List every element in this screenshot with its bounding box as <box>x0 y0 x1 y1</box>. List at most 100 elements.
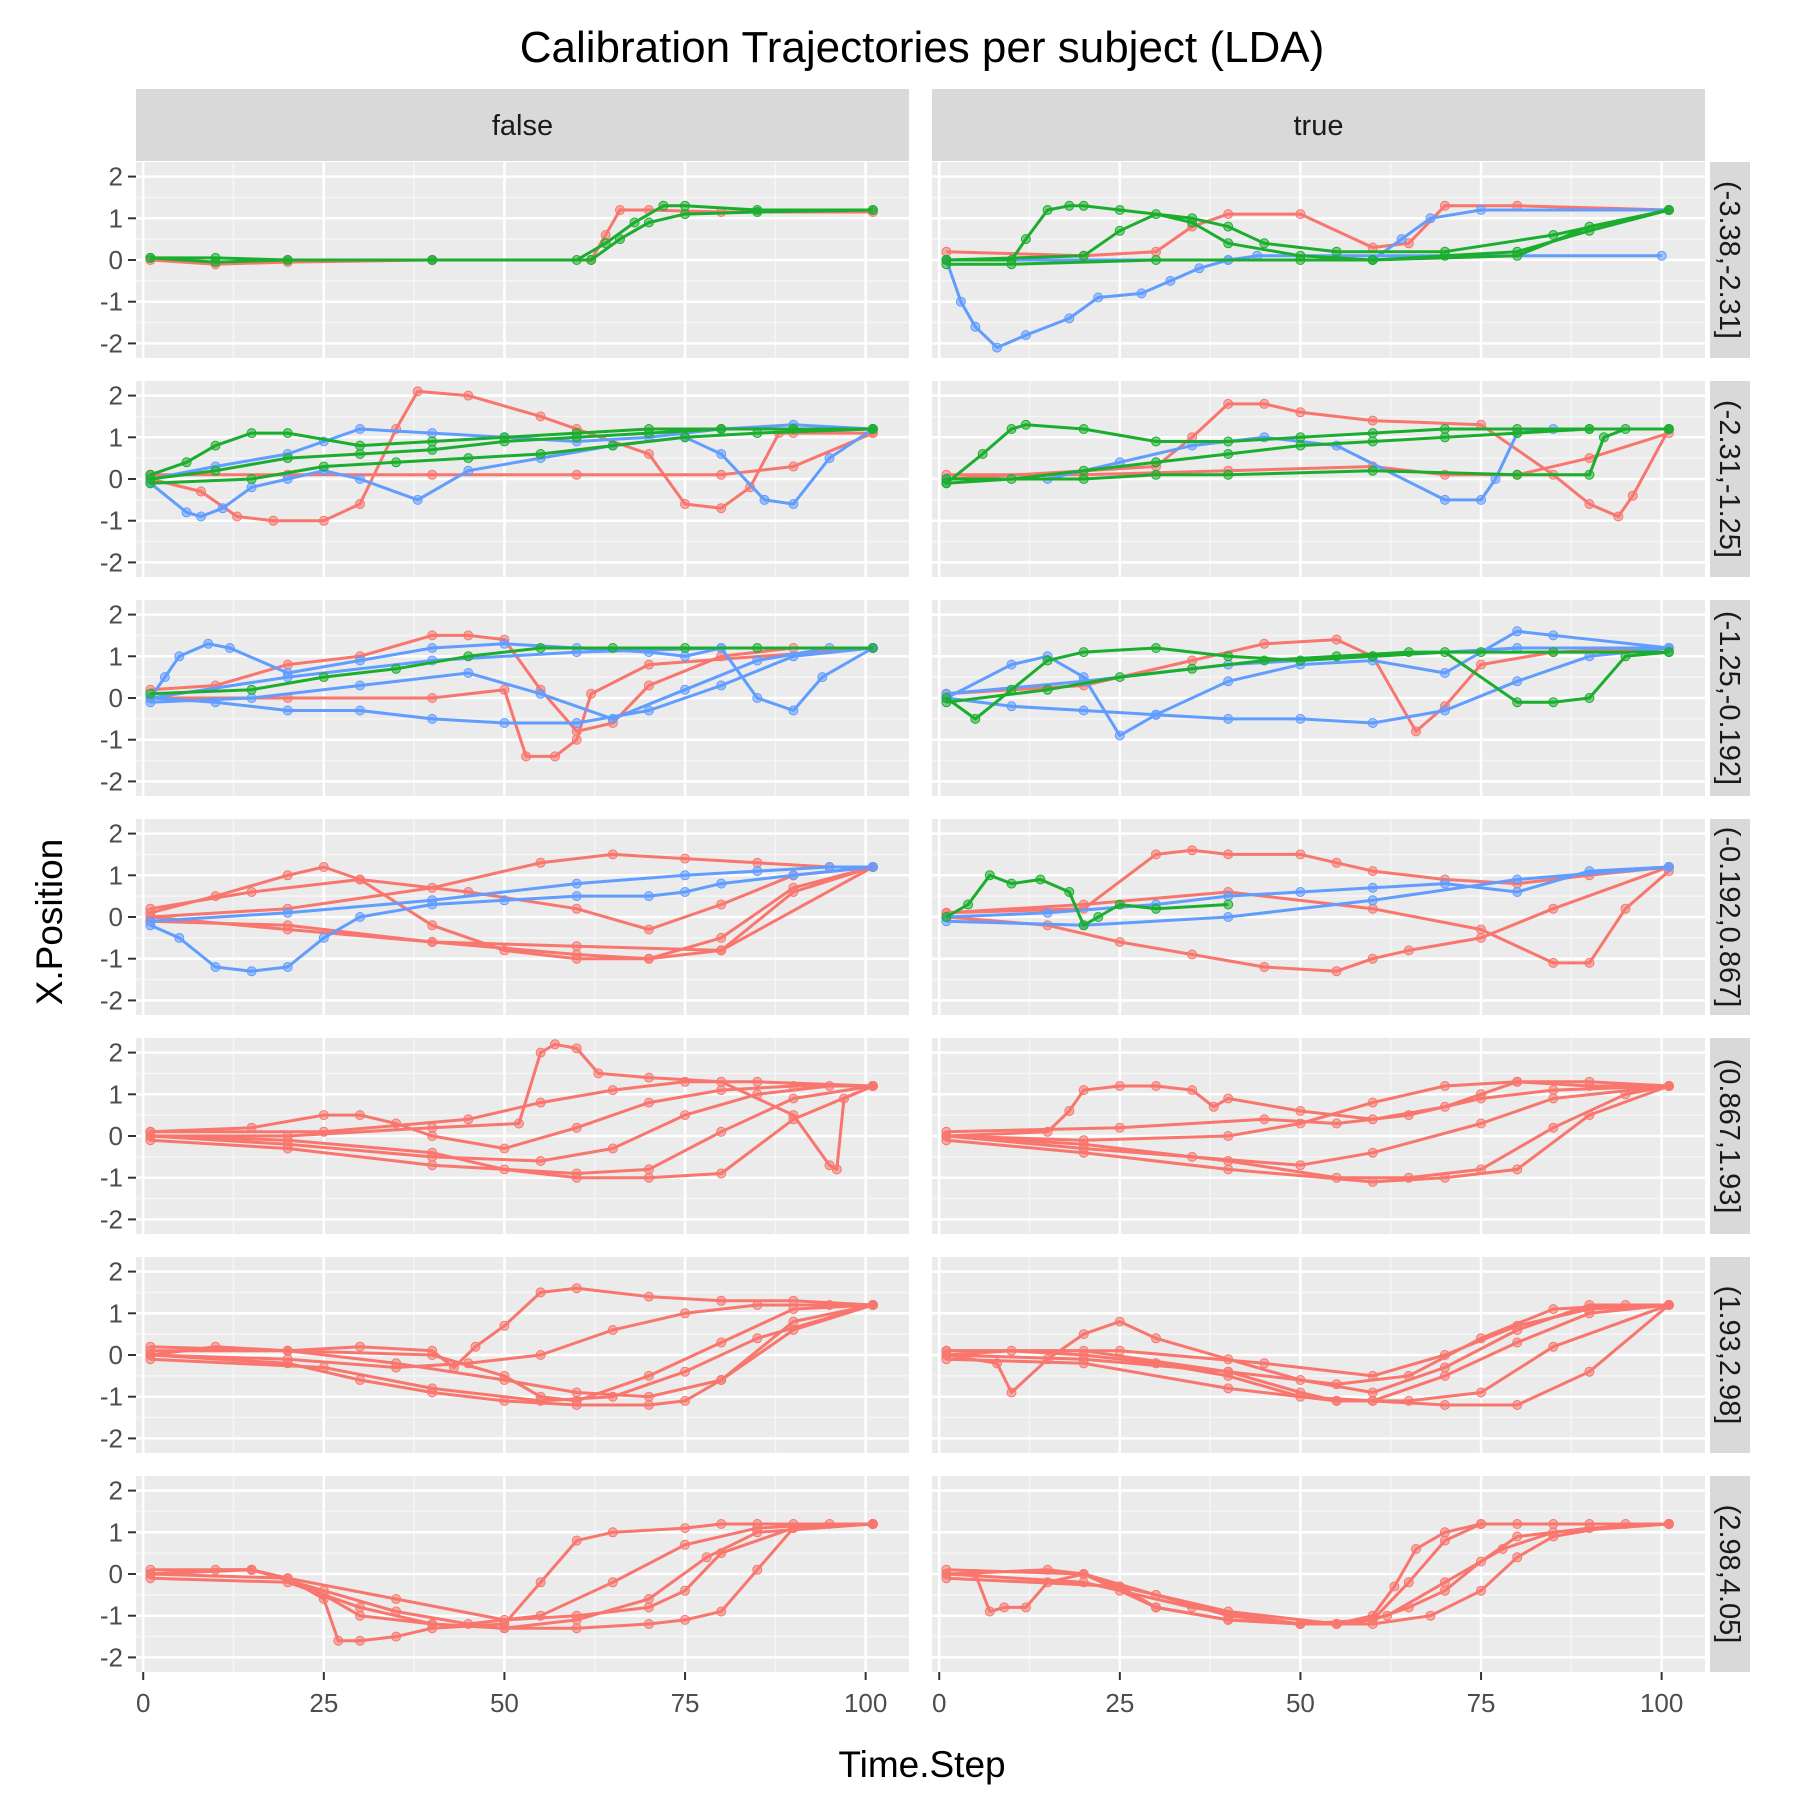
data-point-red <box>752 1527 763 1538</box>
data-point-red <box>535 1577 546 1588</box>
data-point-red <box>643 1164 654 1175</box>
data-point-red <box>716 469 727 480</box>
data-point-red <box>427 937 438 947</box>
data-point-green <box>1367 436 1378 447</box>
data-point-red <box>680 1539 690 1550</box>
data-point-green <box>941 478 952 489</box>
data-point-green <box>1223 238 1234 249</box>
data-point-green <box>1548 697 1559 708</box>
series-line-blue <box>150 646 873 721</box>
data-point-blue <box>716 680 727 691</box>
data-point-green <box>1151 255 1161 265</box>
data-point-red <box>788 461 799 472</box>
data-point-green <box>1078 465 1089 476</box>
x-tick-label: 50 <box>1286 1688 1315 1718</box>
data-point-blue <box>643 705 654 716</box>
data-point-green <box>282 255 293 265</box>
data-point-blue <box>1042 907 1053 918</box>
data-point-red <box>499 1320 510 1331</box>
data-point-red <box>571 903 582 914</box>
data-point-red <box>1367 1387 1378 1398</box>
data-point-blue <box>759 494 770 505</box>
y-tick-label: 2 <box>109 1476 123 1506</box>
data-point-green <box>1512 246 1523 257</box>
data-point-green <box>1439 250 1450 261</box>
data-point-green <box>643 217 654 228</box>
data-point-red <box>550 1039 560 1050</box>
data-point-red <box>196 486 206 497</box>
data-point-blue <box>355 424 365 434</box>
data-point-green <box>1078 920 1089 931</box>
data-point-red <box>571 1387 582 1398</box>
data-point-blue <box>1165 275 1176 286</box>
data-point-red <box>1114 1345 1125 1356</box>
data-point-red <box>1584 499 1595 509</box>
data-point-red <box>643 1072 654 1083</box>
data-point-red <box>1331 1118 1342 1129</box>
data-point-red <box>1151 849 1161 860</box>
data-point-red <box>643 449 654 459</box>
data-point-red <box>1114 1081 1125 1091</box>
series-line-red <box>150 1080 873 1134</box>
series-line-red <box>150 865 874 952</box>
data-point-red <box>1439 1585 1450 1596</box>
data-point-red <box>1367 953 1378 964</box>
data-point-green <box>463 453 474 464</box>
data-point-blue <box>1512 887 1523 897</box>
series-line-red <box>150 1522 873 1622</box>
data-point-red <box>701 1552 712 1563</box>
data-point-red <box>788 887 799 897</box>
data-point-red <box>535 1395 546 1406</box>
data-point-red <box>1548 1085 1559 1096</box>
strip-row-5 <box>1710 1257 1750 1453</box>
data-point-green <box>1006 878 1017 889</box>
data-point-green <box>145 478 156 489</box>
data-point-red <box>318 1362 329 1373</box>
data-point-blue <box>196 511 206 522</box>
data-point-green <box>1548 230 1559 240</box>
data-point-red <box>607 1325 618 1335</box>
data-point-blue <box>992 342 1002 353</box>
facet-panel <box>932 1257 1705 1453</box>
data-point-blue <box>355 912 365 922</box>
data-point-red <box>1259 398 1270 409</box>
y-tick-label: -2 <box>100 1204 123 1234</box>
data-point-red <box>571 469 582 480</box>
data-point-green <box>607 440 618 451</box>
series-line-red <box>946 1303 1669 1394</box>
series-line-blue <box>946 865 1669 919</box>
data-point-red <box>643 1172 654 1183</box>
data-point-green <box>680 200 690 211</box>
data-point-red <box>282 1143 293 1154</box>
data-point-red <box>1259 1114 1270 1125</box>
data-point-red <box>680 1308 690 1319</box>
y-tick-label: -1 <box>100 1601 123 1631</box>
data-point-red <box>788 1523 799 1534</box>
data-point-red <box>1476 659 1486 670</box>
data-point-green <box>1006 259 1017 270</box>
data-point-red <box>680 853 690 864</box>
data-point-red <box>145 1341 156 1352</box>
data-point-green <box>318 672 329 683</box>
data-point-blue <box>217 503 228 514</box>
series-line-red <box>946 1080 1669 1138</box>
series-line-red <box>150 646 874 758</box>
data-point-red <box>1331 634 1342 645</box>
data-point-red <box>716 1519 727 1529</box>
data-point-blue <box>246 693 257 703</box>
data-point-blue <box>607 713 618 724</box>
series-line-green <box>150 208 873 264</box>
x-tick-label: 100 <box>844 1688 887 1718</box>
data-point-red <box>680 1076 690 1087</box>
data-point-red <box>391 1631 402 1642</box>
data-point-blue <box>1151 709 1161 720</box>
data-point-red <box>1223 209 1234 220</box>
y-tick-label: 0 <box>109 683 123 713</box>
data-point-blue <box>282 962 293 972</box>
data-point-red <box>1512 1337 1523 1348</box>
x-tick-label: 75 <box>671 1688 700 1718</box>
data-point-blue <box>412 494 423 505</box>
data-point-green <box>1439 432 1450 443</box>
data-point-blue <box>752 866 763 877</box>
data-point-blue <box>1223 676 1234 687</box>
